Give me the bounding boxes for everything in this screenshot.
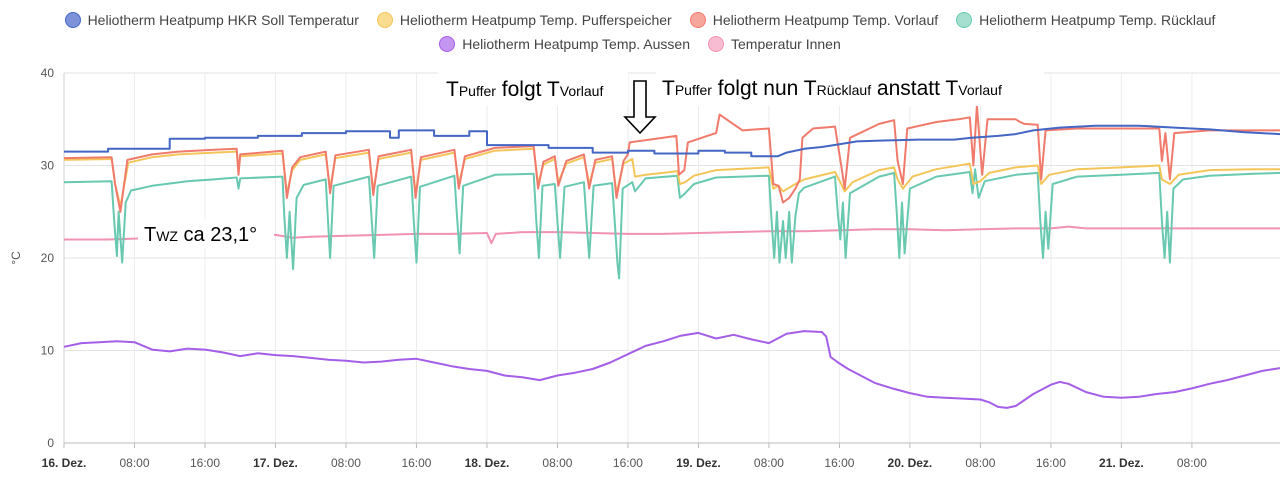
annotation-box (656, 68, 1044, 106)
x-tick-label: 21. Dez. (1099, 456, 1144, 470)
x-tick-label: 20. Dez. (888, 456, 933, 470)
y-tick-label: 20 (41, 251, 55, 265)
legend-swatch-icon (956, 12, 973, 28)
x-tick-label: 08:00 (331, 456, 361, 470)
annotation-twz: TWZ ca 23,1° (138, 220, 274, 248)
legend-swatch-icon (439, 36, 456, 52)
legend-item-innen[interactable]: Temperatur Innen (708, 36, 841, 52)
x-tick-label: 08:00 (119, 456, 149, 470)
series-line-heliotherm-heatpump-temp-r-cklauf[interactable] (63, 168, 1280, 280)
legend-item-aussen[interactable]: Heliotherm Heatpump Temp. Aussen (439, 36, 690, 52)
legend-swatch-icon (708, 36, 724, 52)
chart-series (63, 104, 1280, 409)
legend-row-2: Heliotherm Heatpump Temp. Aussen Tempera… (0, 32, 1280, 56)
x-tick-label: 08:00 (754, 456, 784, 470)
legend-item-vorlauf[interactable]: Heliotherm Heatpump Temp. Vorlauf (689, 12, 939, 28)
chart-legend: Heliotherm Heatpump HKR Soll Temperatur … (0, 8, 1280, 58)
legend-row-1: Heliotherm Heatpump HKR Soll Temperatur … (0, 8, 1280, 32)
x-tick-label: 17. Dez. (253, 456, 298, 470)
legend-label: Temperatur Innen (731, 36, 841, 52)
series-line-heliotherm-heatpump-temp-aussen[interactable] (63, 330, 1280, 409)
annotation-puffer-ruecklauf: TPuffer folgt nun TRücklauf anstatt TVor… (656, 68, 1044, 106)
series-line-heliotherm-heatpump-temp-pufferspeicher[interactable] (63, 147, 1280, 208)
y-axis-unit-label: °C (9, 251, 23, 265)
x-tick-label: 08:00 (1177, 456, 1207, 470)
x-axis: 16. Dez. 08:00 16:00 17. Dez. 08:00 16:00 18. … (42, 443, 1207, 470)
annotation-puffer-vorlauf: TPuffer folgt TVorlauf (438, 72, 628, 106)
y-tick-label: 10 (41, 344, 55, 358)
legend-item-hkr-soll[interactable]: Heliotherm Heatpump HKR Soll Temperatur (64, 12, 359, 28)
x-tick-label: 16:00 (824, 456, 854, 470)
down-arrow-icon (623, 80, 657, 135)
chart-grid (63, 72, 1280, 444)
x-tick-label: 08:00 (542, 456, 572, 470)
arrow-shape (623, 80, 657, 135)
y-tick-label: 0 (47, 436, 54, 450)
legend-label: Heliotherm Heatpump Temp. Rücklauf (979, 12, 1216, 28)
x-tick-label: 18. Dez. (465, 456, 510, 470)
annotation-text: TWZ ca 23,1° (144, 224, 257, 246)
x-tick-label: 16:00 (1036, 456, 1066, 470)
legend-swatch-icon (64, 12, 81, 28)
legend-label: Heliotherm Heatpump Temp. Pufferspeicher (399, 12, 672, 28)
annotation-text: TPuffer folgt TVorlauf (446, 78, 603, 101)
legend-label: Heliotherm Heatpump HKR Soll Temperatur (87, 12, 359, 28)
legend-item-pufferspeicher[interactable]: Heliotherm Heatpump Temp. Pufferspeicher (376, 12, 672, 28)
legend-swatch-icon (689, 12, 706, 28)
series-line-heliotherm-heatpump-temp-vorlauf[interactable] (63, 104, 1280, 213)
annotation-box (138, 220, 274, 248)
x-tick-label: 16:00 (613, 456, 643, 470)
annotation-text: TPuffer folgt nun TRücklauf anstatt TVor… (662, 77, 1002, 100)
x-tick-label: 16:00 (190, 456, 220, 470)
x-tick-label: 16:00 (401, 456, 431, 470)
x-tick-label: 19. Dez. (676, 456, 721, 470)
y-tick-label: 30 (41, 159, 55, 173)
legend-item-ruecklauf[interactable]: Heliotherm Heatpump Temp. Rücklauf (956, 12, 1215, 28)
legend-swatch-icon (376, 12, 393, 28)
x-tick-label: 08:00 (965, 456, 995, 470)
legend-label: Heliotherm Heatpump Temp. Aussen (462, 36, 690, 52)
x-tick-label: 16. Dez. (42, 456, 87, 470)
y-axis: °C 0 10 20 30 40 (9, 66, 54, 450)
y-tick-label: 40 (41, 66, 55, 80)
series-line-heliotherm-heatpump-hkr-soll-temperatur[interactable] (64, 124, 1280, 158)
annotation-box (438, 72, 628, 106)
legend-label: Heliotherm Heatpump Temp. Vorlauf (712, 12, 939, 28)
